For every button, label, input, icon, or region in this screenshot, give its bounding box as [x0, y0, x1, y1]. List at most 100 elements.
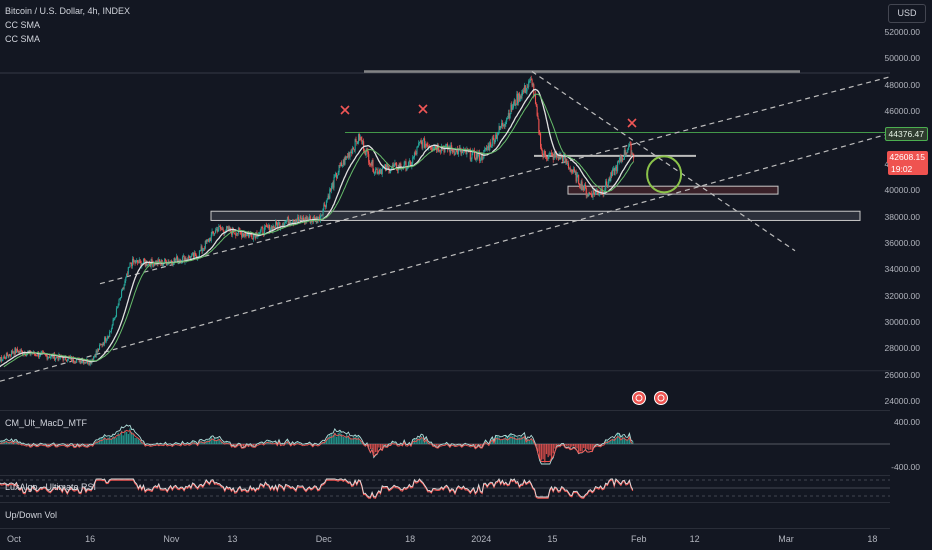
candle-body: [79, 360, 81, 363]
macd-histogram-bar: [356, 437, 358, 444]
candle-body: [523, 85, 526, 92]
currency-button[interactable]: USD: [888, 4, 926, 23]
macd-histogram-bar: [251, 444, 253, 446]
candle-body: [89, 360, 91, 365]
candle-body: [19, 350, 21, 353]
candle-body: [139, 259, 141, 261]
macd-histogram-bar: [244, 444, 246, 446]
price-tick: 34000.00: [884, 264, 920, 275]
candle-body: [175, 259, 177, 261]
candle-body: [127, 267, 129, 274]
candle-body: [494, 140, 496, 144]
candle-body: [427, 145, 429, 149]
macd-histogram-bar: [337, 432, 339, 444]
candle-body: [532, 84, 534, 86]
macd-histogram-bar: [175, 442, 177, 444]
pane-divider[interactable]: [0, 475, 890, 476]
macd-histogram-bar: [46, 444, 48, 446]
candle-body: [414, 152, 416, 154]
candle-body: [621, 158, 623, 162]
macd-histogram-bar: [420, 435, 422, 444]
candle-body: [475, 152, 477, 161]
candle-body: [354, 139, 356, 151]
candle-body: [451, 145, 453, 150]
candle-body: [278, 222, 280, 224]
macd-histogram-bar: [391, 441, 394, 444]
candle-body: [453, 150, 455, 155]
candle-body: [417, 145, 419, 148]
candle-body: [368, 154, 370, 163]
macd-histogram-bar: [227, 442, 229, 444]
candle-body: [279, 222, 281, 229]
trendline-upper: [99, 76, 891, 285]
candle-body: [336, 175, 338, 178]
candle-body: [288, 221, 290, 225]
candle-body: [6, 352, 8, 356]
candle-body: [186, 259, 188, 260]
candle-body: [109, 331, 111, 337]
candle-body: [208, 239, 210, 242]
candle-body: [623, 150, 625, 160]
candle-body: [159, 259, 161, 262]
candle-body: [210, 234, 212, 241]
support-zone-38000: [210, 210, 861, 221]
candle-body: [595, 191, 597, 195]
candle-body: [110, 329, 112, 332]
candle-body: [23, 352, 25, 355]
candle-body: [330, 189, 332, 191]
candle-body: [350, 151, 352, 153]
candle-body: [512, 103, 515, 108]
candle-body: [289, 221, 291, 225]
candle-body: [631, 153, 633, 157]
macd-label: CM_Ult_MacD_MTF: [5, 418, 88, 428]
macd-histogram-bar: [75, 444, 77, 446]
candle-body: [605, 181, 607, 190]
countdown-tag: 19:02: [888, 163, 928, 175]
candle-body: [276, 224, 278, 229]
macd-histogram-bar: [511, 436, 514, 444]
candle-body: [389, 171, 391, 174]
candle-body: [546, 158, 548, 160]
candle-body: [160, 259, 162, 264]
candle-body: [611, 172, 613, 176]
candle-body: [369, 162, 371, 165]
pane-divider[interactable]: [0, 410, 890, 411]
candle-body: [48, 356, 50, 358]
candle-body: [600, 189, 603, 194]
candle-body: [246, 233, 248, 236]
sma-legend-2[interactable]: CC SMA: [5, 34, 41, 44]
candle-body: [236, 233, 239, 235]
candle-body: [49, 356, 51, 358]
candle-body: [98, 348, 100, 350]
candle-body: [148, 262, 151, 265]
candle-body: [36, 355, 38, 357]
candle-body: [625, 152, 627, 156]
macd-histogram-bar: [325, 439, 328, 444]
candle-body: [268, 224, 270, 229]
candle-body: [376, 169, 378, 174]
macd-histogram-bar: [535, 444, 537, 446]
candle-body: [594, 192, 596, 195]
candle-body: [252, 238, 254, 240]
candle-body: [576, 174, 578, 182]
candle-body: [357, 142, 359, 144]
candle-body: [435, 146, 437, 148]
candle-body: [126, 273, 129, 275]
sma-legend-1[interactable]: CC SMA: [5, 20, 41, 30]
candle-body: [544, 151, 546, 155]
candle-body: [304, 217, 306, 222]
candle-body: [327, 195, 329, 199]
pane-divider[interactable]: [0, 502, 890, 503]
candle-body: [104, 337, 107, 342]
candle-body: [73, 361, 75, 363]
candle-body: [301, 218, 303, 222]
macd-histogram-bar: [340, 434, 343, 444]
candle-body: [47, 356, 49, 359]
candle-body: [137, 260, 139, 263]
candle-body: [558, 153, 560, 160]
event-icon: [632, 391, 646, 405]
candle-body: [484, 149, 486, 150]
candle-body: [529, 79, 531, 81]
candle-body: [192, 253, 194, 254]
